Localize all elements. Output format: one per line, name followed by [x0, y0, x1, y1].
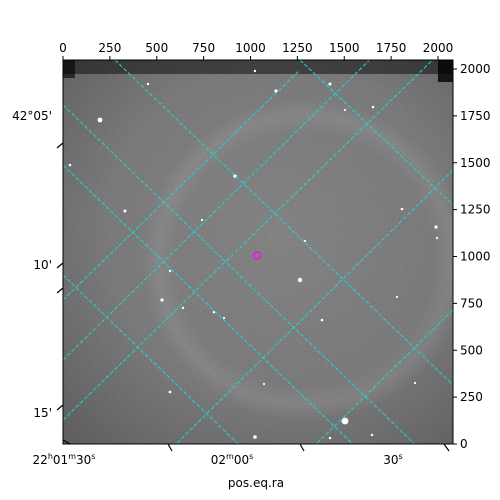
grid-line [63, 60, 371, 361]
star [395, 295, 399, 299]
x-tick-labels-top: 0 250 500 750 1000 1250 1500 1750 2000 [59, 41, 453, 60]
star [328, 82, 332, 86]
dec-tick-labels: 42°05' 10' 15' [12, 109, 52, 420]
x-tick-label: 1250 [282, 41, 313, 55]
star [253, 435, 257, 439]
y-tick-label: 500 [460, 343, 483, 357]
world-tick-mark [56, 262, 64, 269]
star [343, 108, 347, 112]
dec-tick-label: 15' [33, 406, 52, 420]
y-tick-label: 750 [460, 296, 483, 310]
star [297, 277, 303, 283]
grid-line [114, 60, 453, 386]
star [400, 207, 404, 211]
star [181, 306, 185, 310]
world-tick-mark [443, 443, 450, 452]
grid-line [63, 69, 301, 301]
y-tick-label: 1000 [460, 250, 491, 264]
world-tick-mark [167, 443, 173, 452]
x-tick-label: 1500 [329, 41, 360, 55]
x-tick-label: 0 [59, 41, 67, 55]
grid-line [63, 104, 416, 444]
x-axis-label: pos.eq.ra [228, 476, 284, 490]
star [168, 390, 172, 394]
y-tick-label: 1500 [460, 156, 491, 170]
world-axis-ticks [56, 142, 450, 452]
x-tick-label: 250 [98, 41, 121, 55]
grid-line [63, 274, 239, 444]
star [371, 105, 375, 109]
y-tick-label: 2000 [460, 62, 491, 76]
star [222, 316, 226, 320]
dec-tick-label: 42°05' [12, 109, 52, 123]
x-tick-label: 1000 [235, 41, 266, 55]
coordinate-grid [63, 60, 453, 444]
star [262, 382, 266, 386]
y-tick-label: 250 [460, 390, 483, 404]
star [200, 218, 204, 222]
target-circle [252, 251, 262, 260]
star [434, 225, 438, 229]
ra-tick-labels: 22h01m30s 02m00s 30s [33, 452, 403, 467]
star [253, 69, 257, 73]
y-tick-label: 1750 [460, 109, 491, 123]
y-tick-label: 1250 [460, 203, 491, 217]
grid-line [63, 164, 354, 444]
x-tick-label: 2000 [423, 41, 454, 55]
star [328, 436, 332, 440]
world-tick-mark [56, 404, 64, 411]
grid-line [175, 169, 453, 444]
target-marker [252, 251, 262, 260]
world-tick-mark [56, 287, 64, 294]
star [146, 82, 150, 86]
ra-tick-label: 02m00s [211, 452, 254, 467]
star [370, 433, 374, 437]
x-tick-label: 500 [145, 41, 168, 55]
y-tick-labels-right: 0 250 500 750 1000 1250 1500 1750 2000 [453, 62, 491, 451]
star [68, 163, 72, 167]
world-tick-mark [299, 443, 305, 452]
star [320, 318, 324, 322]
x-tick-label: 1750 [376, 41, 407, 55]
star-field [68, 69, 439, 440]
star [274, 89, 278, 93]
star [341, 417, 349, 425]
star [160, 298, 164, 302]
star [413, 381, 417, 385]
ra-tick-label: 22h01m30s [33, 452, 96, 467]
star [303, 239, 307, 243]
dec-tick-label: 10' [33, 258, 52, 272]
world-tick-mark [56, 142, 64, 149]
star [123, 209, 127, 213]
grid-line [299, 60, 453, 206]
world-tick-mark [62, 439, 71, 445]
x-tick-label: 750 [192, 41, 215, 55]
star [168, 269, 172, 273]
ra-tick-label: 30s [383, 452, 402, 467]
grid-line [63, 60, 434, 421]
star [97, 117, 103, 123]
y-tick-label: 0 [460, 437, 468, 451]
star [435, 236, 439, 240]
plot-frame [62, 59, 454, 445]
